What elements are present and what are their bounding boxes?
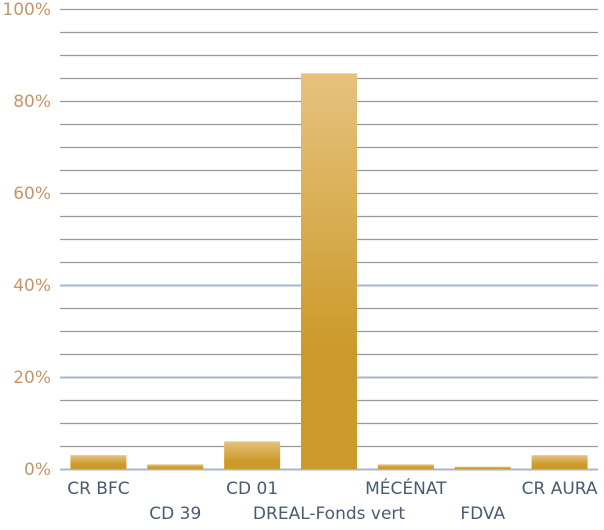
y-tick-label: 60% <box>13 184 51 204</box>
bar-0 <box>70 455 127 469</box>
bars <box>70 73 588 470</box>
bar-1 <box>147 464 204 469</box>
bar-3 <box>301 73 357 470</box>
x-tick-label: CR AURA <box>522 479 598 499</box>
bar-6 <box>531 455 588 469</box>
y-axis-ticks: 0% 20% 40% 60% 80% 100% <box>2 0 51 480</box>
x-tick-label: DREAL-Fonds vert <box>253 504 405 524</box>
y-tick-label: 0% <box>24 460 51 480</box>
x-tick-label: CD 39 <box>149 504 201 524</box>
x-tick-label: FDVA <box>460 504 505 524</box>
y-tick-label: 80% <box>13 92 51 112</box>
y-tick-label: 20% <box>13 368 51 388</box>
x-tick-label: MÉCÉNAT <box>365 477 447 499</box>
bar-2 <box>224 441 281 469</box>
x-axis-labels: CR BFC CD 39 CD 01 DREAL-Fonds vert MÉCÉNAT F… <box>67 477 598 524</box>
y-tick-label: 40% <box>13 276 51 296</box>
x-tick-label: CD 01 <box>226 479 278 499</box>
bar-5 <box>454 466 511 469</box>
bar-4 <box>377 464 434 469</box>
y-tick-label: 100% <box>2 0 51 20</box>
x-tick-label: CR BFC <box>67 479 129 499</box>
